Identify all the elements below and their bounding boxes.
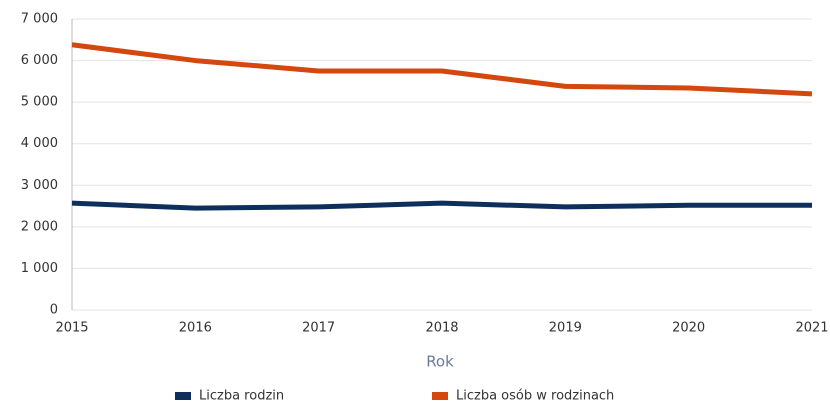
series-line	[71, 200, 812, 211]
x-tick-label: 2019	[549, 321, 582, 336]
x-tick-label: 2017	[302, 321, 335, 336]
x-tick-label: 2016	[179, 321, 212, 336]
legend-swatch	[432, 392, 448, 400]
legend-label: Liczba osób w rodzinach	[456, 389, 614, 403]
y-tick-label: 4 000	[21, 136, 58, 151]
y-tick-label: 7 000	[21, 12, 58, 27]
y-tick-label: 6 000	[21, 53, 58, 68]
y-tick-label: 2 000	[21, 219, 58, 234]
y-tick-label: 0	[50, 303, 58, 318]
x-tick-label: 2020	[672, 321, 705, 336]
legend-swatch	[175, 392, 191, 400]
x-axis-label: Rok	[426, 353, 454, 371]
x-tick-label: 2021	[795, 321, 828, 336]
legend-label: Liczba rodzin	[199, 389, 284, 403]
y-tick-label: 5 000	[21, 95, 58, 110]
y-tick-label: 1 000	[21, 261, 58, 276]
y-tick-label: 3 000	[21, 178, 58, 193]
series-line	[71, 42, 813, 97]
x-tick-label: 2018	[425, 321, 458, 336]
x-tick-label: 2015	[55, 321, 88, 336]
